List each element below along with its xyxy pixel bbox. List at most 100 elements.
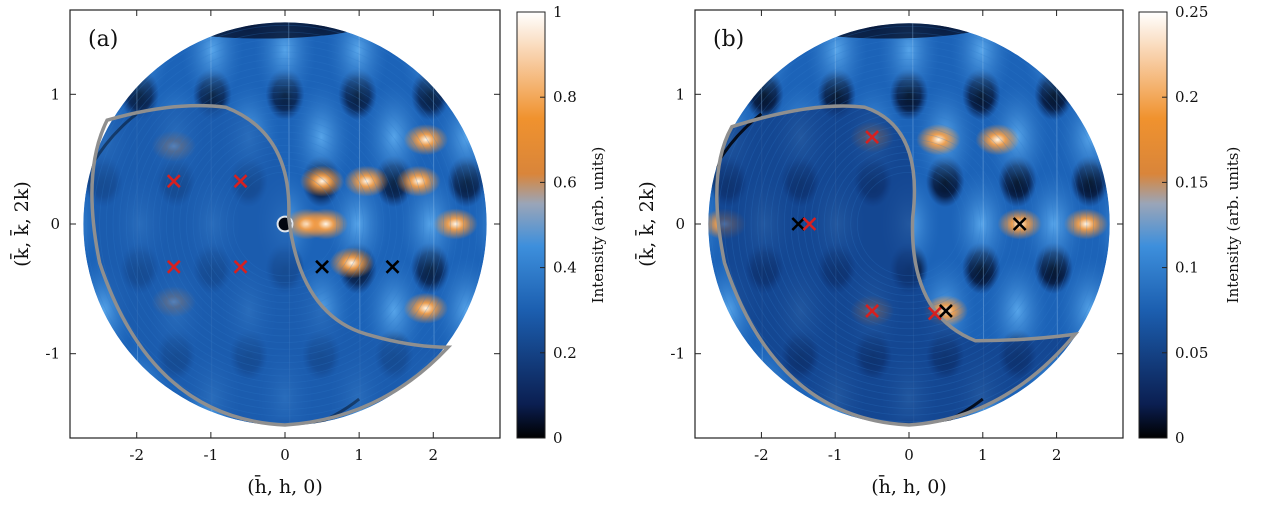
colorbar-tick-label: 0.1 xyxy=(1175,259,1199,277)
x-tick-label: -2 xyxy=(754,446,769,464)
lattice-dark-pocket xyxy=(11,0,50,33)
noise-region xyxy=(91,105,449,426)
powder-ring xyxy=(192,131,378,317)
x-tick-label: 1 xyxy=(354,446,364,464)
powder-ring xyxy=(165,104,405,344)
lattice-bright-spot xyxy=(842,430,904,519)
lattice-bright-spot xyxy=(290,0,352,18)
panel-b-label: (b) xyxy=(713,27,744,52)
colorbar-tick-label: 0 xyxy=(1175,429,1185,447)
panel-b-colorbar-label: Intensity (arb. units) xyxy=(1224,147,1242,304)
lattice-dark-pocket xyxy=(447,329,486,381)
powder-ring xyxy=(737,52,1081,396)
red-cross-marker xyxy=(802,217,817,231)
colorbar-tick-label: 0.05 xyxy=(1175,344,1208,362)
powder-ring xyxy=(219,158,351,290)
black-cross-marker xyxy=(1012,217,1027,231)
marker-stroke xyxy=(927,306,942,321)
lattice-dark-pocket xyxy=(629,416,668,468)
red-cross-marker xyxy=(865,303,880,318)
y-tick-label: 1 xyxy=(50,85,60,103)
panel-b-ticks: -2 -1 0 1 2 -1 0 1 xyxy=(670,10,1123,464)
lattice-bright-spot xyxy=(1022,169,1085,279)
lattice-bright-spot xyxy=(589,343,651,452)
marker-stroke xyxy=(315,259,329,274)
panel-b-colorbar: 0 0.05 0.1 0.15 0.2 0.25 xyxy=(1138,3,1208,447)
lattice-bright-spot xyxy=(218,430,280,519)
y-tick-label: 1 xyxy=(675,85,685,103)
colorbar-tick-label: 0.15 xyxy=(1175,173,1208,191)
map-top-shadow xyxy=(158,22,367,39)
colorbar-tick-label: 0.2 xyxy=(1175,88,1199,106)
lattice-dark-pocket xyxy=(1070,23,1109,34)
lattice-dark-pocket xyxy=(447,22,486,34)
lattice-bright-spot xyxy=(0,430,62,519)
lattice-bright-spot xyxy=(72,430,134,519)
powder-ring xyxy=(99,38,471,410)
panel-a-y-axis-label: (k̄, k̄, 2k) xyxy=(9,181,33,267)
lattice-dark-pocket xyxy=(593,0,632,33)
powder-ring xyxy=(710,25,1108,423)
marker-stroke xyxy=(802,217,817,231)
lattice-bright-spot xyxy=(436,0,498,18)
y-tick-label: 0 xyxy=(50,215,60,233)
marker-stroke xyxy=(865,303,880,318)
marker-stroke xyxy=(385,259,400,274)
lattice-dark-pocket xyxy=(11,329,50,381)
powder-ring xyxy=(856,171,962,277)
lattice-dark-pocket xyxy=(483,68,487,121)
powder-ring xyxy=(803,118,1015,330)
lattice-dark-pocket xyxy=(708,415,712,425)
lattice-bright-spot xyxy=(145,0,207,18)
marker-stroke xyxy=(791,217,806,231)
panel-a-label: (a) xyxy=(88,27,118,52)
y-tick-label: 0 xyxy=(675,215,685,233)
powder-ring xyxy=(206,145,364,303)
lattice-bright-spot xyxy=(770,430,832,519)
intensity-hotspot xyxy=(396,165,441,197)
powder-ring xyxy=(763,78,1055,370)
powder-ring xyxy=(817,132,1001,316)
lattice-bright-spot xyxy=(842,0,904,18)
marker-stroke xyxy=(938,303,953,318)
lattice-dark-pocket xyxy=(1251,68,1265,120)
lattice-dark-pocket xyxy=(1215,329,1253,381)
lattice-bright-spot xyxy=(0,0,62,18)
lattice-dark-pocket xyxy=(483,242,487,295)
black-cross-marker xyxy=(791,217,806,231)
marker-stroke xyxy=(865,130,880,145)
lattice-dark-pocket xyxy=(1215,0,1253,33)
lattice-dark-pocket xyxy=(708,242,712,295)
intensity-hotspot xyxy=(916,124,961,156)
powder-ring xyxy=(823,138,995,310)
panel-a-ticks: -2 -1 0 1 2 -1 0 1 xyxy=(45,10,500,464)
powder-ring xyxy=(85,24,485,424)
region-contour xyxy=(90,103,453,427)
lattice-dark-pocket xyxy=(1251,242,1265,294)
x-tick-label: -1 xyxy=(828,446,843,464)
lattice-bright-spot xyxy=(363,430,425,519)
lattice-bright-spot xyxy=(625,430,687,519)
powder-ring xyxy=(850,165,968,283)
powder-ring xyxy=(199,138,371,310)
lattice-bright-spot xyxy=(1059,430,1121,519)
lattice-bright-spot xyxy=(914,430,976,519)
lattice-bright-spot xyxy=(950,23,1013,105)
lattice-dark-pocket xyxy=(781,23,820,34)
lattice-dark-pocket xyxy=(1070,329,1109,381)
lattice-bright-spot xyxy=(0,343,26,452)
region-contour xyxy=(715,104,1080,427)
powder-ring xyxy=(724,39,1094,409)
panel-a-colorbar: 0 0.2 0.4 0.6 0.8 1 xyxy=(516,3,577,447)
powder-ring xyxy=(105,44,465,404)
black-cross-marker xyxy=(385,259,400,274)
powder-ring xyxy=(783,98,1035,350)
lattice-bright-spot xyxy=(625,0,687,18)
black-cross-marker xyxy=(938,303,953,318)
powder-ring xyxy=(139,78,431,370)
colorbar-tick-label: 0.8 xyxy=(553,88,577,106)
marker-stroke xyxy=(233,174,248,189)
powder-ring xyxy=(843,158,975,290)
powder-ring xyxy=(132,71,438,377)
panel-a: -2 -1 0 1 2-101 (a) (h̄, h, 0) (k̄, k̄, 2k) … xyxy=(0,0,668,519)
